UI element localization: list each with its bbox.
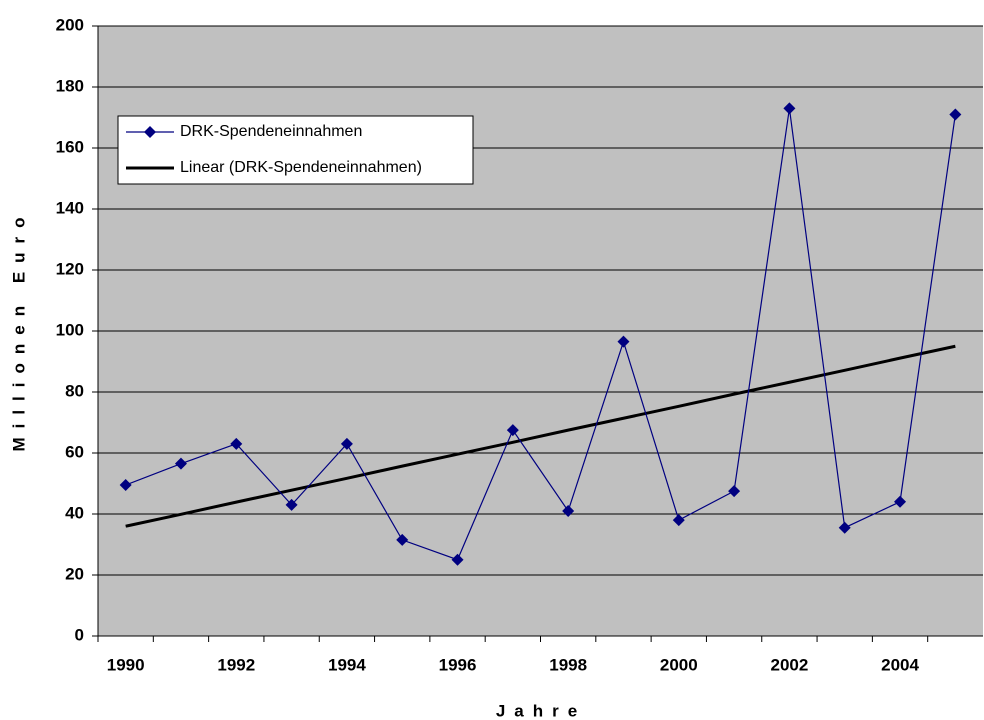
y-tick-label: 200 <box>56 15 84 34</box>
y-tick-label: 160 <box>56 137 84 156</box>
y-tick-label: 120 <box>56 259 84 278</box>
series-line <box>125 108 956 561</box>
x-axis-label: Jahre <box>496 701 586 720</box>
data-point <box>340 437 353 450</box>
legend-label: DRK-Spendeneinnahmen <box>180 123 362 140</box>
data-point <box>783 102 796 115</box>
x-tick-label: 1990 <box>107 655 145 674</box>
y-tick-label: 0 <box>75 625 84 644</box>
data-point <box>672 514 685 527</box>
legend-box <box>117 115 474 185</box>
x-tick-label: 1996 <box>439 655 477 674</box>
y-tick-label: 100 <box>56 320 84 339</box>
data-point <box>894 495 907 508</box>
y-tick-label: 80 <box>65 381 84 400</box>
x-tick-label: 1994 <box>328 655 366 674</box>
data-point <box>838 521 851 534</box>
y-tick-label: 20 <box>65 564 84 583</box>
y-tick-label: 40 <box>65 503 84 522</box>
data-point <box>451 553 464 566</box>
data-point <box>230 437 243 450</box>
data-point <box>506 424 519 437</box>
x-tick-label: 2000 <box>660 655 698 674</box>
x-tick-label: 2002 <box>770 655 808 674</box>
data-point <box>617 335 630 348</box>
y-tick-label: 60 <box>65 442 84 461</box>
data-point <box>949 108 962 121</box>
x-tick-label: 1992 <box>217 655 255 674</box>
data-point <box>396 533 409 546</box>
data-point <box>285 498 298 511</box>
data-point <box>174 457 187 470</box>
data-point <box>728 485 741 498</box>
series-line <box>125 344 956 528</box>
data-point <box>119 479 132 492</box>
legend-label: Linear (DRK-Spendeneinnahmen) <box>180 159 422 176</box>
x-tick-label: 2004 <box>881 655 919 674</box>
x-tick-label: 1998 <box>549 655 587 674</box>
data-point <box>562 504 575 517</box>
y-axis-label: Millionen Euro <box>9 208 28 451</box>
y-tick-label: 180 <box>56 76 84 95</box>
legend-marker <box>144 126 156 138</box>
y-tick-label: 140 <box>56 198 84 217</box>
